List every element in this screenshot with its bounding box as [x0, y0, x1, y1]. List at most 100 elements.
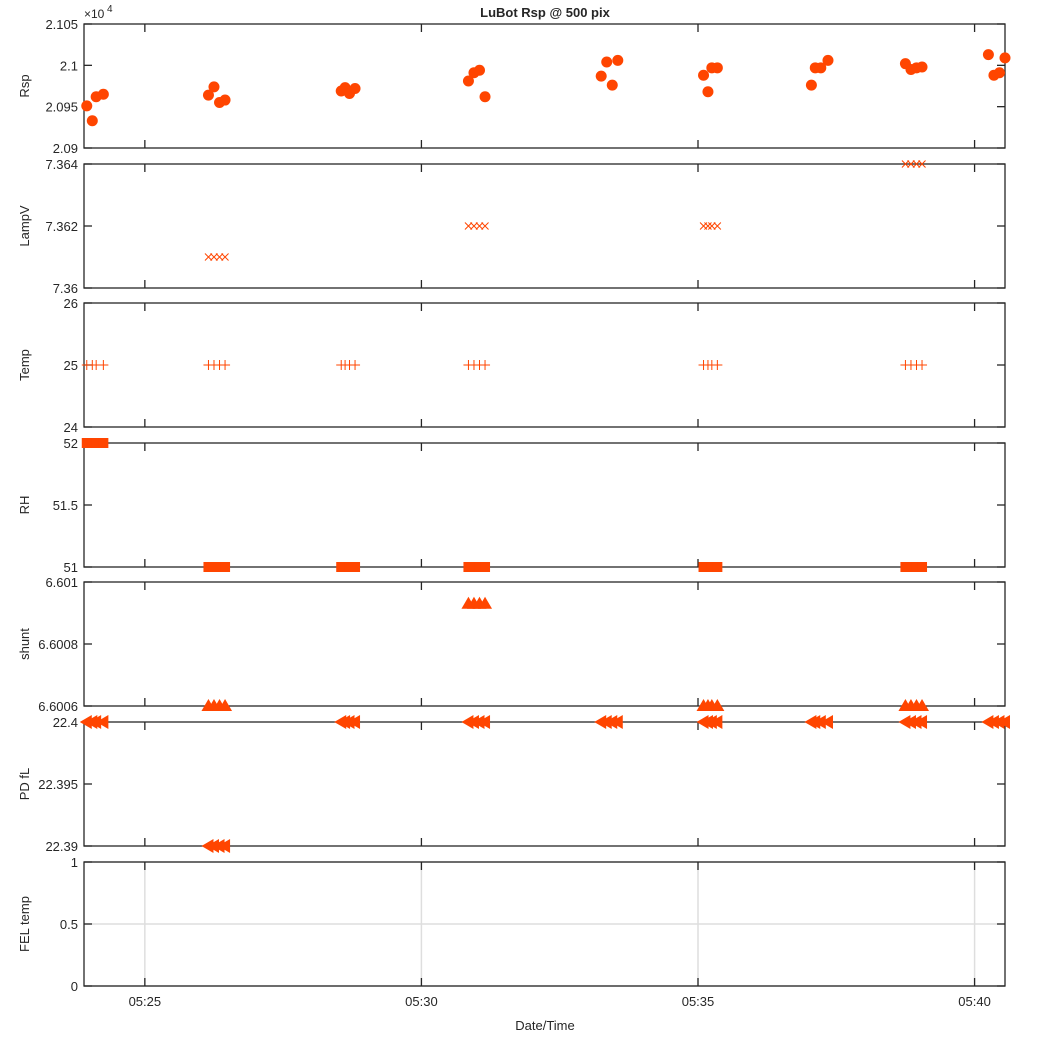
y-exponent-label: ×10 [84, 7, 105, 21]
data-point [813, 715, 826, 729]
data-point [474, 562, 485, 572]
data-point [344, 562, 355, 572]
y-tick-label: 22.4 [53, 715, 78, 730]
data-point [999, 52, 1011, 64]
y-tick-label: 52 [64, 436, 78, 451]
data-point [348, 715, 361, 729]
y-exponent-power: 4 [107, 4, 113, 15]
data-point [350, 360, 361, 370]
x-tick-label: 05:35 [682, 994, 715, 1009]
y-tick-label: 2.1 [60, 58, 78, 73]
data-point [993, 67, 1005, 79]
data-point [215, 253, 224, 261]
data-point [815, 62, 827, 74]
data-point [350, 562, 361, 572]
data-point [474, 64, 486, 76]
data-point [917, 360, 928, 370]
data-point [219, 94, 231, 106]
data-point [905, 562, 916, 572]
data-point [81, 100, 93, 112]
y-tick-label: 6.6008 [38, 637, 78, 652]
y-axis-label: Temp [17, 349, 32, 381]
data-point [712, 360, 723, 370]
axes-box [83, 721, 1006, 847]
data-point [98, 438, 109, 448]
y-axis-label: LampV [17, 205, 32, 247]
y-tick-label: 7.36 [53, 281, 78, 296]
data-point [349, 82, 361, 94]
y-tick-label: 2.095 [45, 100, 78, 115]
data-point [606, 79, 618, 91]
data-point [464, 222, 473, 230]
axes-box [83, 23, 1006, 149]
data-point [218, 699, 233, 711]
y-tick-label: 7.364 [45, 157, 78, 172]
y-axis-label: RH [17, 496, 32, 515]
data-point [481, 222, 489, 230]
axes-box [83, 581, 1006, 707]
data-point [202, 89, 214, 101]
data-point [208, 562, 219, 572]
data-point [704, 222, 712, 230]
y-axis-label: FEL temp [17, 896, 32, 952]
data-point [463, 562, 474, 572]
data-point [710, 699, 725, 711]
data-point [915, 715, 928, 729]
x-tick-label: 05:30 [405, 994, 438, 1009]
y-tick-label: 2.09 [53, 141, 78, 156]
data-point [480, 360, 491, 370]
panel-fel-temp: 0 0.5 1 FEL temp [17, 855, 1006, 994]
data-point [96, 715, 109, 729]
data-point [610, 715, 623, 729]
panel-pd-fl: 22.39 22.395 22.4 PD fL [17, 715, 1010, 854]
data-point [204, 253, 213, 261]
data-point [218, 839, 231, 853]
x-tick-label: 05:40 [958, 994, 991, 1009]
y-tick-label: 6.6006 [38, 699, 78, 714]
data-point [91, 438, 102, 448]
data-point [820, 715, 833, 729]
data-point [822, 54, 834, 66]
data-point [98, 360, 109, 370]
data-point [595, 70, 607, 82]
y-tick-label: 24 [64, 420, 78, 435]
y-tick-label: 2.105 [45, 17, 78, 32]
data-point [707, 222, 716, 230]
axes-box [83, 442, 1006, 568]
panel-temp: 24 25 26 Temp [17, 296, 1006, 435]
panels: 2.09 2.095 2.1 2.105 Rsp ×10 4 7.36 7.362 7.364 La… [17, 4, 1011, 994]
y-tick-label: 1 [71, 855, 78, 870]
data-point [81, 438, 92, 448]
data-point [911, 562, 922, 572]
x-tick-labels: 05:25 05:30 05:35 05:40 [129, 994, 991, 1009]
data-point [918, 160, 926, 168]
axes-box [83, 163, 1006, 289]
data-point [478, 596, 493, 609]
data-point [710, 715, 723, 729]
data-point [915, 699, 930, 711]
y-tick-label: 25 [64, 358, 78, 373]
data-point [706, 562, 717, 572]
data-point [220, 562, 231, 572]
chart-title: LuBot Rsp @ 500 pix [480, 5, 610, 20]
data-point [917, 562, 928, 572]
y-tick-label: 51 [64, 560, 78, 575]
data-point [208, 81, 220, 93]
data-point [475, 222, 484, 230]
y-axis-label: PD fL [17, 768, 32, 801]
y-tick-label: 22.395 [38, 777, 78, 792]
y-axis-label: Rsp [17, 74, 32, 97]
data-point [712, 562, 723, 572]
data-point [702, 86, 714, 98]
data-point [479, 91, 491, 103]
data-point [210, 253, 218, 261]
data-point [97, 88, 109, 100]
data-point [805, 79, 817, 91]
data-point [711, 62, 723, 74]
data-point [214, 562, 225, 572]
y-tick-label: 51.5 [53, 498, 78, 513]
y-axis-label: shunt [17, 628, 32, 660]
panel-lampv: 7.36 7.362 7.364 LampV [17, 157, 1006, 296]
data-point [220, 360, 231, 370]
